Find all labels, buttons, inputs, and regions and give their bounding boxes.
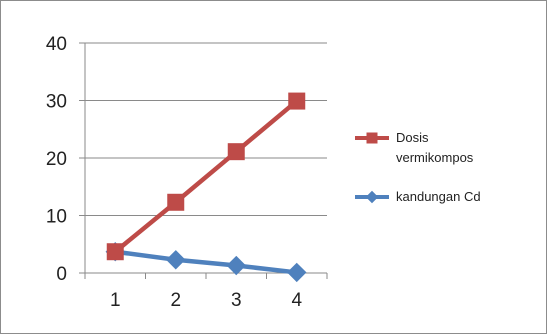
series-dosis-vermikompos xyxy=(106,92,306,261)
series-line xyxy=(114,249,298,275)
legend-entry: Dosis vermikompos xyxy=(355,130,474,165)
legend-label: kandungan Cd xyxy=(396,189,481,204)
legend-label: vermikompos xyxy=(396,150,474,165)
y-tick-label: 0 xyxy=(56,264,67,285)
series-point xyxy=(287,262,307,283)
x-tick-label: 3 xyxy=(231,290,242,311)
y-tick-label: 40 xyxy=(46,34,67,55)
x-tick-label: 1 xyxy=(110,290,121,311)
series-point xyxy=(366,132,378,144)
x-tick-label: 4 xyxy=(291,290,302,311)
series-line xyxy=(113,99,299,254)
legend-label: Dosis xyxy=(396,130,429,145)
series-point xyxy=(167,193,185,211)
series-point xyxy=(227,143,245,161)
series-point xyxy=(106,243,124,261)
legend: Dosis vermikompos kandungan Cd xyxy=(355,130,481,204)
y-tick-labels: 0 10 20 30 40 xyxy=(46,34,67,285)
legend-entry: kandungan Cd xyxy=(355,189,481,204)
series-point xyxy=(288,92,306,110)
x-tick-labels: 1 2 3 4 xyxy=(110,290,303,311)
x-tick-label: 2 xyxy=(170,290,181,311)
y-tick-label: 30 xyxy=(46,92,67,113)
y-tick-label: 10 xyxy=(46,207,67,228)
y-tick-label: 20 xyxy=(46,149,67,170)
series-layer xyxy=(105,92,307,283)
gridlines xyxy=(85,42,327,216)
series-point xyxy=(226,255,246,276)
series-point xyxy=(166,250,186,270)
series-point xyxy=(365,190,379,204)
